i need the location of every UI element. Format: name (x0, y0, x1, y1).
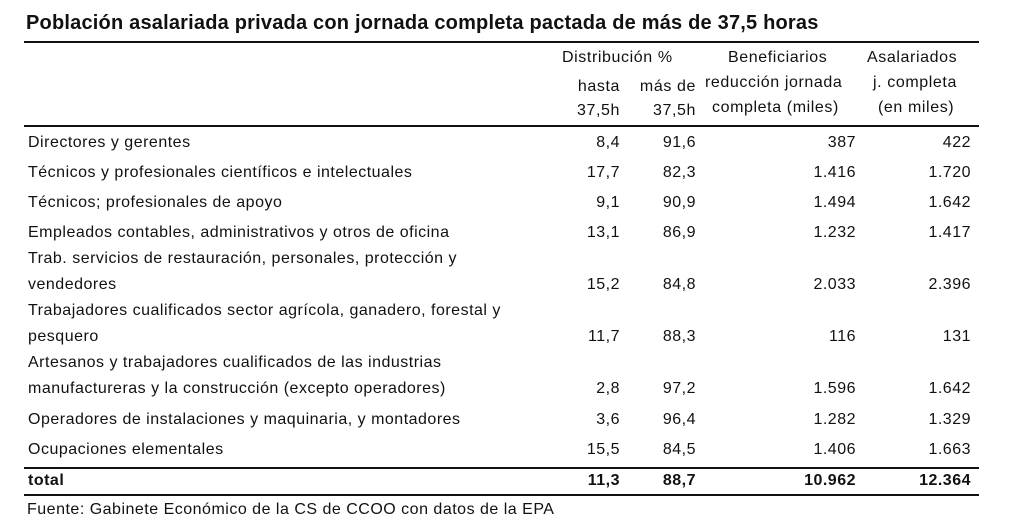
total-label: total (28, 472, 65, 489)
cell-beneficiarios: 2.033 (813, 276, 856, 293)
cell-asalariados: 1.663 (928, 441, 971, 458)
row-label: Directores y gerentes (28, 134, 191, 151)
header-col1-line2: 37,5h (576, 102, 620, 119)
source-note: Fuente: Gabinete Económico de la CS de C… (27, 501, 555, 518)
cell-hasta: 13,1 (586, 224, 620, 241)
cell-beneficiarios: 1.494 (813, 194, 856, 211)
cell-mas-de: 82,3 (662, 164, 696, 181)
cell-hasta: 8,4 (596, 134, 620, 151)
cell-asalariados: 1.720 (928, 164, 971, 181)
cell-mas-de: 88,3 (662, 328, 696, 345)
row-label: Empleados contables, administrativos y o… (28, 224, 450, 241)
header-col4-line3: (en miles) (878, 99, 955, 116)
cell-beneficiarios: 1.232 (813, 224, 856, 241)
total-mas-de: 88,7 (662, 472, 696, 489)
cell-asalariados: 1.642 (928, 380, 971, 397)
total-rule (24, 467, 979, 469)
row-label: Trab. servicios de restauración, persona… (28, 250, 457, 293)
row-label: Operadores de instalaciones y maquinaria… (28, 411, 461, 428)
cell-mas-de: 97,2 (662, 380, 696, 397)
row-label: Trabajadores cualificados sector agrícol… (28, 302, 501, 345)
cell-mas-de: 84,5 (662, 441, 696, 458)
cell-mas-de: 84,8 (662, 276, 696, 293)
cell-mas-de: 91,6 (662, 134, 696, 151)
header-col1-line1: hasta (577, 78, 620, 95)
cell-mas-de: 96,4 (662, 411, 696, 428)
total-beneficiarios: 10.962 (804, 472, 856, 489)
cell-asalariados: 2.396 (928, 276, 971, 293)
total-asalariados: 12.364 (919, 472, 971, 489)
cell-beneficiarios: 1.596 (813, 380, 856, 397)
header-col3-line1: Beneficiarios (728, 49, 828, 66)
row-label: Ocupaciones elementales (28, 441, 224, 458)
header-col3-line3: completa (miles) (712, 99, 839, 116)
row-label: Artesanos y trabajadores cualificados de… (28, 354, 446, 397)
bottom-rule (24, 494, 979, 496)
cell-hasta: 15,2 (586, 276, 620, 293)
cell-mas-de: 90,9 (662, 194, 696, 211)
cell-mas-de: 86,9 (662, 224, 696, 241)
cell-asalariados: 1.642 (928, 194, 971, 211)
cell-asalariados: 1.417 (928, 224, 971, 241)
row-label: Técnicos y profesionales científicos e i… (28, 164, 413, 181)
cell-asalariados: 422 (942, 134, 971, 151)
table-title: Población asalariada privada con jornada… (26, 12, 819, 34)
cell-beneficiarios: 1.406 (813, 441, 856, 458)
cell-beneficiarios: 1.282 (813, 411, 856, 428)
cell-hasta: 15,5 (586, 441, 620, 458)
cell-asalariados: 1.329 (928, 411, 971, 428)
row-label: Técnicos; profesionales de apoyo (28, 194, 283, 211)
header-col4-line2: j. completa (873, 74, 957, 91)
cell-beneficiarios: 387 (827, 134, 856, 151)
header-col2-line2: 37,5h (652, 102, 696, 119)
total-hasta: 11,3 (587, 472, 620, 489)
cell-hasta: 2,8 (596, 380, 620, 397)
header-col3-line2: reducción jornada (705, 74, 843, 91)
header-col2-line1: más de (639, 78, 696, 95)
cell-asalariados: 131 (942, 328, 971, 345)
cell-hasta: 11,7 (588, 328, 620, 345)
top-rule (24, 41, 979, 43)
header-rule (24, 125, 979, 127)
cell-beneficiarios: 116 (828, 328, 856, 345)
header-col4-line1: Asalariados (867, 49, 958, 66)
header-distribution: Distribución % (562, 49, 673, 66)
cell-hasta: 3,6 (596, 411, 620, 428)
cell-hasta: 9,1 (596, 194, 620, 211)
cell-beneficiarios: 1.416 (813, 164, 856, 181)
cell-hasta: 17,7 (586, 164, 620, 181)
